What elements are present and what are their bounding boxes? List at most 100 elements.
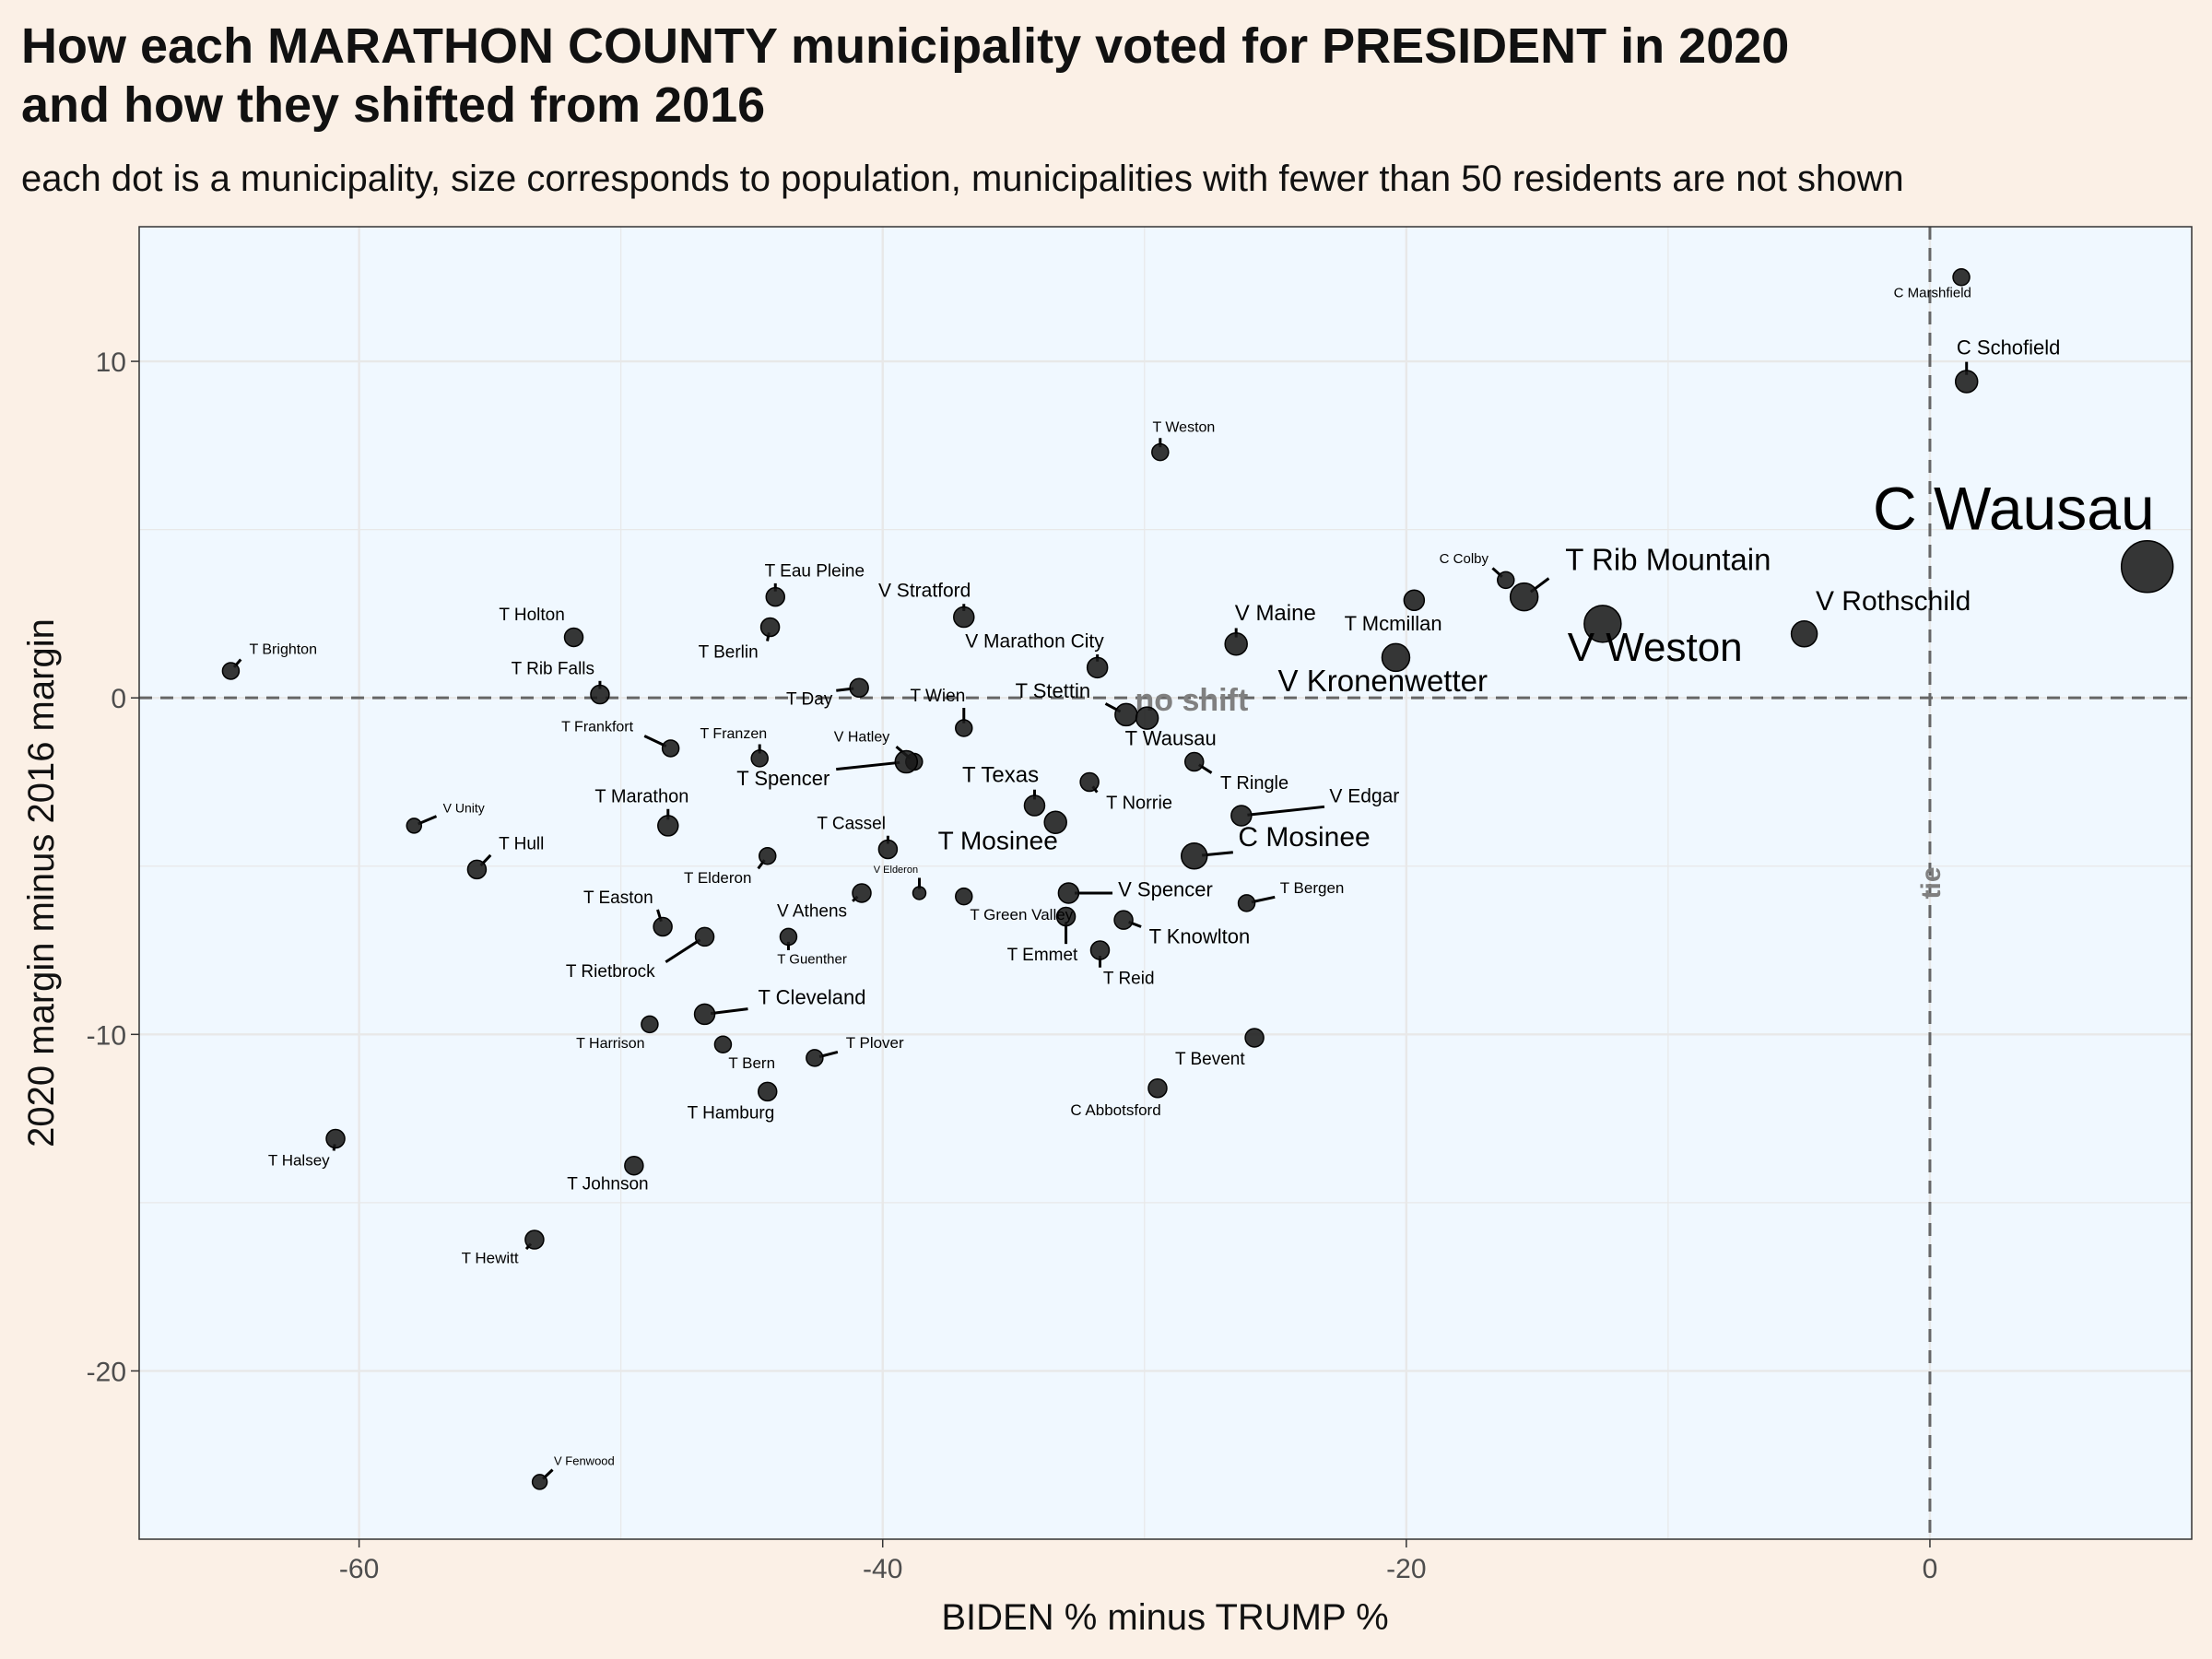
municipality-label: T Eau Pleine bbox=[765, 562, 865, 582]
municipality-dot bbox=[1086, 656, 1109, 679]
leader-line bbox=[836, 760, 900, 771]
municipality-dot bbox=[693, 1003, 716, 1026]
municipality-dot bbox=[1790, 620, 1818, 648]
chart-subtitle: each dot is a municipality, size corresp… bbox=[21, 159, 1904, 199]
municipality-dot bbox=[1057, 882, 1080, 904]
municipality-label: T Ringle bbox=[1220, 773, 1288, 794]
municipality-dot bbox=[1151, 442, 1170, 462]
municipality-dot bbox=[641, 1015, 659, 1034]
y-tick-label: 10 bbox=[96, 347, 126, 378]
municipality-label: T Franzen bbox=[700, 726, 767, 742]
municipality-label: T Knowlton bbox=[1149, 925, 1251, 948]
plot-border bbox=[138, 226, 2193, 1540]
x-tick-label: -20 bbox=[1386, 1554, 1426, 1584]
municipality-label: T Rib Mountain bbox=[1565, 542, 1771, 576]
municipality-dot bbox=[1043, 810, 1067, 835]
municipality-dot bbox=[657, 815, 679, 837]
municipality-label: T Frankfort bbox=[561, 720, 634, 735]
municipality-dot bbox=[713, 1035, 733, 1054]
municipality-dot bbox=[325, 1128, 346, 1149]
municipality-label: V Spencer bbox=[1118, 878, 1213, 901]
x-tick-label: -40 bbox=[863, 1554, 902, 1584]
municipality-label: T Johnson bbox=[567, 1174, 648, 1194]
municipality-label: T Day bbox=[786, 689, 833, 709]
municipality-dot bbox=[1403, 589, 1426, 612]
y-axis-ticks: -20 -10 0 10 bbox=[87, 347, 139, 1387]
municipality-dot bbox=[624, 1155, 644, 1176]
municipality-label: T Stettin bbox=[1016, 679, 1091, 702]
municipality-dot bbox=[590, 684, 610, 705]
municipality-label: C Wausau bbox=[1873, 475, 2155, 543]
leader-line bbox=[665, 938, 701, 964]
municipality-dot bbox=[406, 818, 423, 834]
municipality-label: T Emmet bbox=[1007, 946, 1078, 965]
municipality-dot bbox=[1509, 582, 1539, 612]
municipality-label: T Halsey bbox=[268, 1152, 330, 1170]
municipality-label: T Reid bbox=[1103, 970, 1155, 989]
municipality-label: T Rietbrock bbox=[566, 962, 655, 982]
data-points bbox=[221, 268, 2174, 1490]
municipality-label: V Elderon bbox=[874, 865, 918, 876]
municipality-dot bbox=[1023, 794, 1046, 817]
municipality-dot bbox=[1244, 1028, 1265, 1048]
municipality-label: T Bern bbox=[728, 1054, 775, 1072]
municipality-label: V Rothschild bbox=[1816, 586, 1971, 617]
municipality-label: C Schofield bbox=[1957, 336, 2061, 359]
municipality-dot bbox=[758, 847, 777, 865]
municipality-label: T Weston bbox=[1152, 420, 1215, 436]
y-tick-label: 0 bbox=[111, 684, 126, 714]
municipality-label: T Harrison bbox=[576, 1036, 644, 1052]
municipality-dot bbox=[1114, 702, 1138, 727]
tie-label: tie bbox=[1916, 866, 1947, 899]
municipality-dot bbox=[765, 586, 786, 607]
municipality-dot bbox=[1497, 571, 1515, 590]
municipality-label: T Holton bbox=[499, 606, 564, 625]
municipality-dot bbox=[1147, 1077, 1168, 1099]
municipality-dot bbox=[877, 839, 899, 860]
municipality-dot bbox=[953, 606, 975, 629]
x-tick-label: 0 bbox=[1923, 1554, 1938, 1584]
municipality-dot bbox=[1079, 771, 1100, 793]
municipality-label: V Kronenwetter bbox=[1278, 664, 1488, 698]
municipality-label: T Cleveland bbox=[759, 985, 866, 1008]
municipality-dot bbox=[466, 859, 488, 880]
municipality-dot bbox=[955, 887, 973, 906]
municipality-label: T Texas bbox=[962, 762, 1039, 787]
municipality-dot bbox=[694, 926, 715, 947]
y-axis-label: 2020 margin minus 2016 margin bbox=[21, 618, 62, 1147]
municipality-label: T Spencer bbox=[736, 767, 830, 790]
chart-title: How each MARATHON COUNTY municipality vo… bbox=[21, 17, 2206, 135]
municipality-label: C Abbotsford bbox=[1070, 1101, 1160, 1119]
municipality-dot bbox=[1055, 906, 1077, 927]
municipality-label: T Guenther bbox=[777, 952, 847, 968]
municipality-dot bbox=[1237, 894, 1256, 912]
municipality-label: T Bevent bbox=[1175, 1050, 1245, 1069]
municipality-dot bbox=[955, 719, 973, 737]
municipality-dot bbox=[759, 617, 781, 638]
municipality-label: C Mosinee bbox=[1238, 822, 1370, 853]
municipality-label: T Hull bbox=[499, 834, 544, 853]
municipality-label: C Colby bbox=[1440, 551, 1489, 567]
municipality-dot bbox=[750, 749, 769, 768]
municipality-label: V Marathon City bbox=[965, 630, 1104, 652]
municipality-dot bbox=[661, 739, 680, 758]
municipality-dot bbox=[1224, 632, 1248, 656]
municipality-dot bbox=[852, 883, 872, 903]
municipality-dot bbox=[1952, 268, 1971, 287]
leader-line bbox=[1247, 805, 1325, 817]
municipality-dot bbox=[221, 662, 241, 680]
municipality-dot bbox=[1183, 751, 1205, 772]
municipality-dot bbox=[524, 1230, 545, 1250]
y-tick-label: -10 bbox=[87, 1020, 126, 1051]
municipality-label: T Easton bbox=[583, 888, 653, 908]
municipality-label: T Hamburg bbox=[688, 1104, 775, 1124]
municipality-label: V Edgar bbox=[1329, 785, 1399, 806]
municipality-label: T Norrie bbox=[1106, 794, 1172, 814]
municipality-dot bbox=[806, 1049, 824, 1067]
municipality-dot bbox=[1135, 706, 1159, 730]
municipality-label: T Cassel bbox=[817, 815, 886, 834]
municipality-label: T Mcmillan bbox=[1345, 612, 1442, 635]
municipality-label: T Wien bbox=[910, 687, 965, 706]
y-tick-label: -20 bbox=[87, 1357, 126, 1387]
